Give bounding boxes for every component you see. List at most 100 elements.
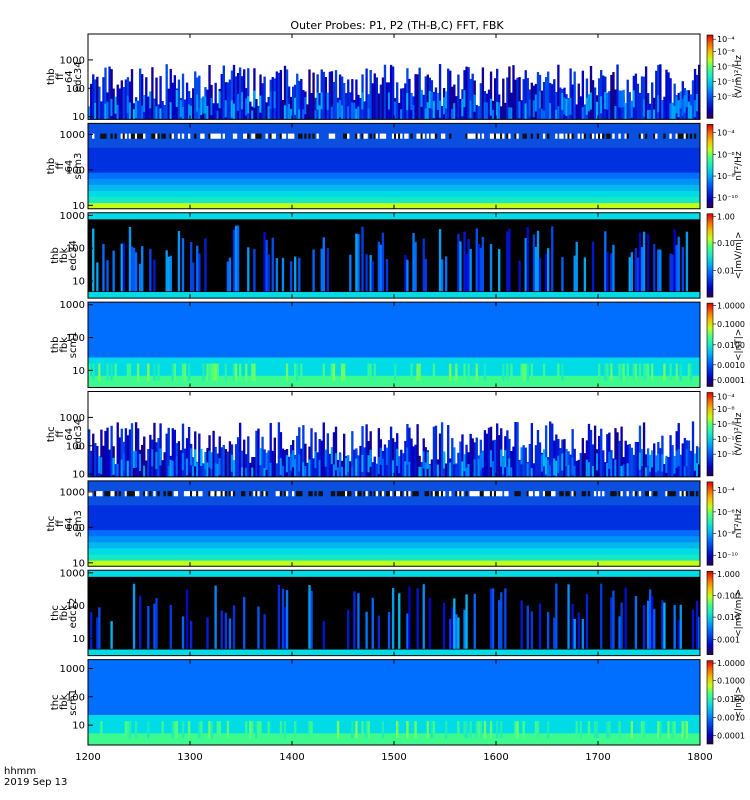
y-axis-label-line: thc [50, 694, 61, 710]
x-label-hhmm: hhmm [4, 766, 36, 777]
spectrogram-thc-fbk-edc12 [88, 570, 700, 656]
spectrogram-thb-fbk-scm1 [88, 302, 700, 388]
y-axis-label-line: 64 [64, 160, 75, 173]
y-tick-label: 10 [72, 721, 85, 732]
y-tick-label: 1000 [60, 300, 85, 311]
x-tick-label: 1800 [687, 752, 712, 763]
y-axis-label-line: ff [55, 162, 66, 170]
colorbar-unit: <|mV/m|> [734, 232, 744, 280]
x-tick-label: 1200 [75, 752, 100, 763]
y-axis-label-line: edc12 [68, 598, 79, 629]
y-axis-label-line: ff [55, 72, 66, 80]
y-tick-label: 10 [72, 276, 85, 287]
colorbar-tick-label: 1.0000 [717, 302, 745, 311]
y-axis-label-line: 64 [64, 70, 75, 83]
chart-title: Outer Probes: P1, P2 (TH-B,C) FFT, FBK [290, 19, 504, 32]
colorbar-tick-label: 0.1000 [717, 677, 745, 686]
x-tick-label: 1300 [177, 752, 202, 763]
colorbar-unit: <|nT|> [734, 329, 744, 361]
colorbar-tick-label: 0.001 [717, 636, 740, 645]
y-tick-label: 100 [66, 165, 85, 176]
colorbar-tick-label: 10⁻⁴ [717, 35, 735, 44]
colorbar-unit: nT²/Hz [734, 151, 744, 181]
y-axis-label-line: thb [46, 158, 57, 175]
colorbar-tick-label: 10⁻⁶ [717, 508, 735, 517]
y-axis-label-line: thb [46, 68, 57, 85]
y-axis-label-line: scm3 [73, 510, 84, 537]
y-axis-label-line: thc [46, 516, 57, 532]
colorbar-tick-label: 10⁻⁸ [717, 420, 735, 429]
colorbar-tick-label: 0.0001 [717, 376, 745, 385]
colorbar-unit: (V/m)²/Hz [734, 412, 744, 455]
y-axis-label-line: scm1 [68, 331, 79, 358]
spectrogram-thb-fbk-edc34 [88, 212, 700, 299]
colorbar-thc-fbk-edc12 [706, 570, 714, 655]
y-axis-label-line: edc34 [73, 419, 84, 450]
y-axis-label-line: ff [55, 430, 66, 438]
y-axis-label-line: thc [50, 605, 61, 621]
y-tick-label: 1000 [60, 211, 85, 222]
y-tick-label: 10 [72, 470, 85, 481]
colorbar-thb-fft-edc34 [706, 34, 714, 119]
y-tick-label: 1000 [60, 55, 85, 66]
colorbar-tick-label: 10⁻⁶ [717, 150, 735, 159]
colorbar-tick-label: 10⁻⁸ [717, 172, 735, 181]
y-axis-label-line: thc [46, 426, 57, 442]
y-axis-label-line: ff [55, 519, 66, 527]
colorbar-tick-label: 10⁻⁴ [717, 393, 735, 402]
colorbar-tick-label: 10⁻⁸ [717, 63, 735, 72]
y-tick-label: 1000 [60, 487, 85, 498]
y-axis-label-line: 64 [64, 517, 75, 530]
colorbar-tick-label: 0.1000 [717, 320, 745, 329]
colorbar-tick-label: 10⁻⁴ [717, 129, 735, 138]
y-tick-label: 10 [72, 558, 85, 569]
colorbar-tick-label: 0.0001 [717, 732, 745, 741]
colorbar-thc-fft-edc34 [706, 392, 714, 477]
x-tick-label: 1600 [483, 752, 508, 763]
colorbar-thb-fbk-scm1 [706, 302, 714, 387]
colorbar-unit: <|mV/m|> [734, 589, 744, 637]
spectrogram-thb-fft-edc34 [88, 34, 700, 120]
y-tick-label: 10 [72, 112, 85, 123]
colorbar-tick-label: 0.10 [717, 239, 735, 248]
y-axis-label-line: fbk [59, 247, 70, 263]
colorbar-tick-label: 1.000 [717, 570, 740, 579]
colorbar-tick-label: 10⁻¹⁰ [717, 435, 738, 444]
y-axis-label-line: 64 [64, 428, 75, 441]
spectrogram-thb-fft-scm3 [88, 123, 700, 209]
y-axis-label-line: edc34 [68, 240, 79, 271]
y-axis-label-line: fbk [59, 337, 70, 353]
colorbar-tick-label: 0.0010 [717, 361, 745, 370]
x-tick-label: 1700 [585, 752, 610, 763]
colorbar-tick-label: 1.00 [717, 212, 735, 221]
y-tick-label: 1000 [60, 130, 85, 141]
y-tick-label: 1000 [60, 413, 85, 424]
colorbar-tick-label: 10⁻⁸ [717, 530, 735, 539]
colorbar-tick-label: 0.0100 [717, 695, 745, 704]
y-axis-label-line: fbk [59, 694, 70, 710]
colorbar-tick-label: 0.0010 [717, 713, 745, 722]
colorbar-tick-label: 0.0100 [717, 341, 745, 350]
y-tick-label: 1000 [60, 568, 85, 579]
y-axis-label-line: edc34 [73, 61, 84, 92]
y-tick-label: 10 [72, 366, 85, 377]
y-tick-label: 10 [72, 634, 85, 645]
y-axis-label-line: thb [50, 247, 61, 264]
colorbar-tick-label: 0.010 [717, 613, 740, 622]
spectrogram-thc-fft-edc34 [88, 391, 700, 477]
colorbar-thb-fft-scm3 [706, 124, 714, 209]
y-axis-label-line: fbk [59, 605, 70, 621]
y-tick-label: 100 [66, 84, 85, 95]
colorbar-tick-label: 0.01 [717, 266, 735, 275]
colorbar-tick-label: 1.0000 [717, 659, 745, 668]
x-label-date: 2019 Sep 13 [4, 777, 67, 788]
